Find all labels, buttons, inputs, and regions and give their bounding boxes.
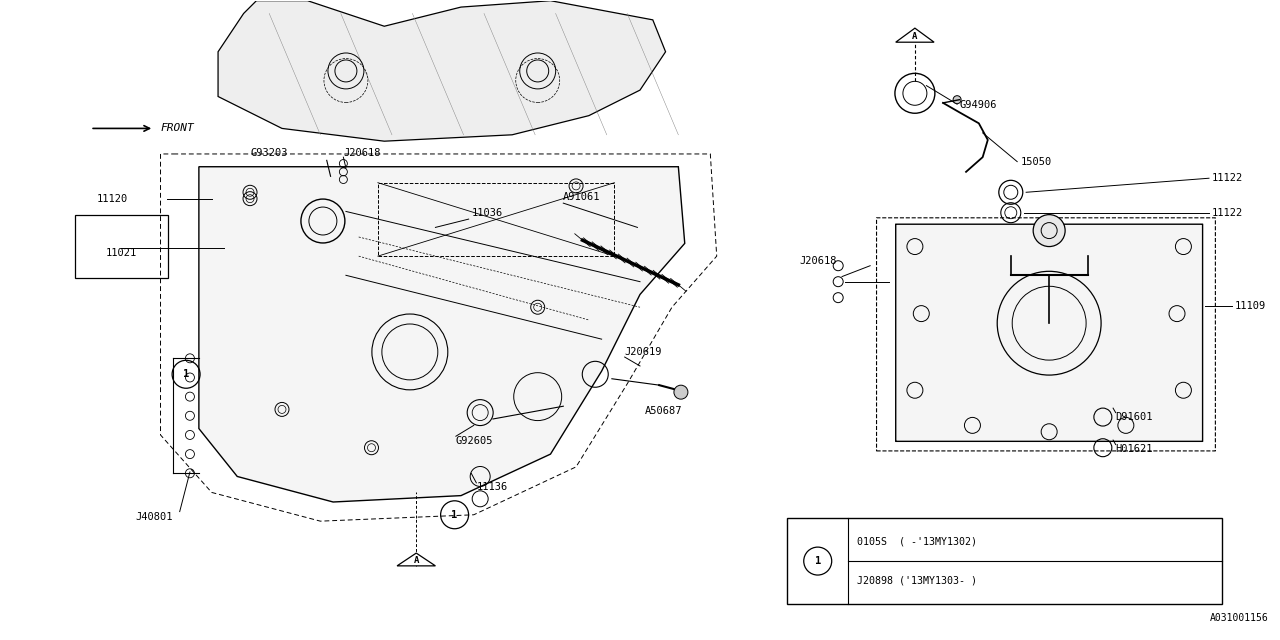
Text: H01621: H01621 <box>1116 444 1153 454</box>
Polygon shape <box>198 167 685 502</box>
Text: G93203: G93203 <box>250 148 288 157</box>
Bar <box>378 182 614 256</box>
Polygon shape <box>397 553 435 566</box>
Text: A: A <box>413 556 419 565</box>
Text: 11109: 11109 <box>1234 301 1266 311</box>
Text: 11122: 11122 <box>1212 208 1243 218</box>
Text: J40801: J40801 <box>134 512 173 522</box>
FancyBboxPatch shape <box>896 224 1203 442</box>
Text: FRONT: FRONT <box>160 124 195 133</box>
Text: 11122: 11122 <box>1212 173 1243 183</box>
Text: J20618: J20618 <box>343 148 381 157</box>
Text: G94906: G94906 <box>960 100 997 110</box>
Polygon shape <box>896 28 934 42</box>
Text: 0105S  ( -'13MY1302): 0105S ( -'13MY1302) <box>858 536 978 547</box>
Polygon shape <box>218 1 666 141</box>
Text: D91601: D91601 <box>1116 412 1153 422</box>
Text: 1: 1 <box>183 369 189 380</box>
Text: 11120: 11120 <box>96 194 128 204</box>
Circle shape <box>1033 214 1065 246</box>
Text: 15050: 15050 <box>1021 157 1052 167</box>
Bar <box>787 518 1222 604</box>
Text: 11021: 11021 <box>105 248 137 258</box>
Bar <box>74 214 168 278</box>
Text: 11136: 11136 <box>476 483 508 492</box>
Circle shape <box>954 96 961 104</box>
Text: J20618: J20618 <box>800 256 837 266</box>
Text: A: A <box>913 32 918 41</box>
Text: A50687: A50687 <box>645 406 682 416</box>
Text: A91061: A91061 <box>563 193 600 202</box>
Text: 11036: 11036 <box>471 209 503 218</box>
Text: 1: 1 <box>814 556 820 566</box>
Text: J20619: J20619 <box>625 347 662 357</box>
Text: A031001156: A031001156 <box>1211 613 1268 623</box>
Text: J20898 ('13MY1303- ): J20898 ('13MY1303- ) <box>858 576 978 586</box>
Text: G92605: G92605 <box>456 436 493 446</box>
Text: 1: 1 <box>452 510 458 520</box>
Circle shape <box>675 385 687 399</box>
